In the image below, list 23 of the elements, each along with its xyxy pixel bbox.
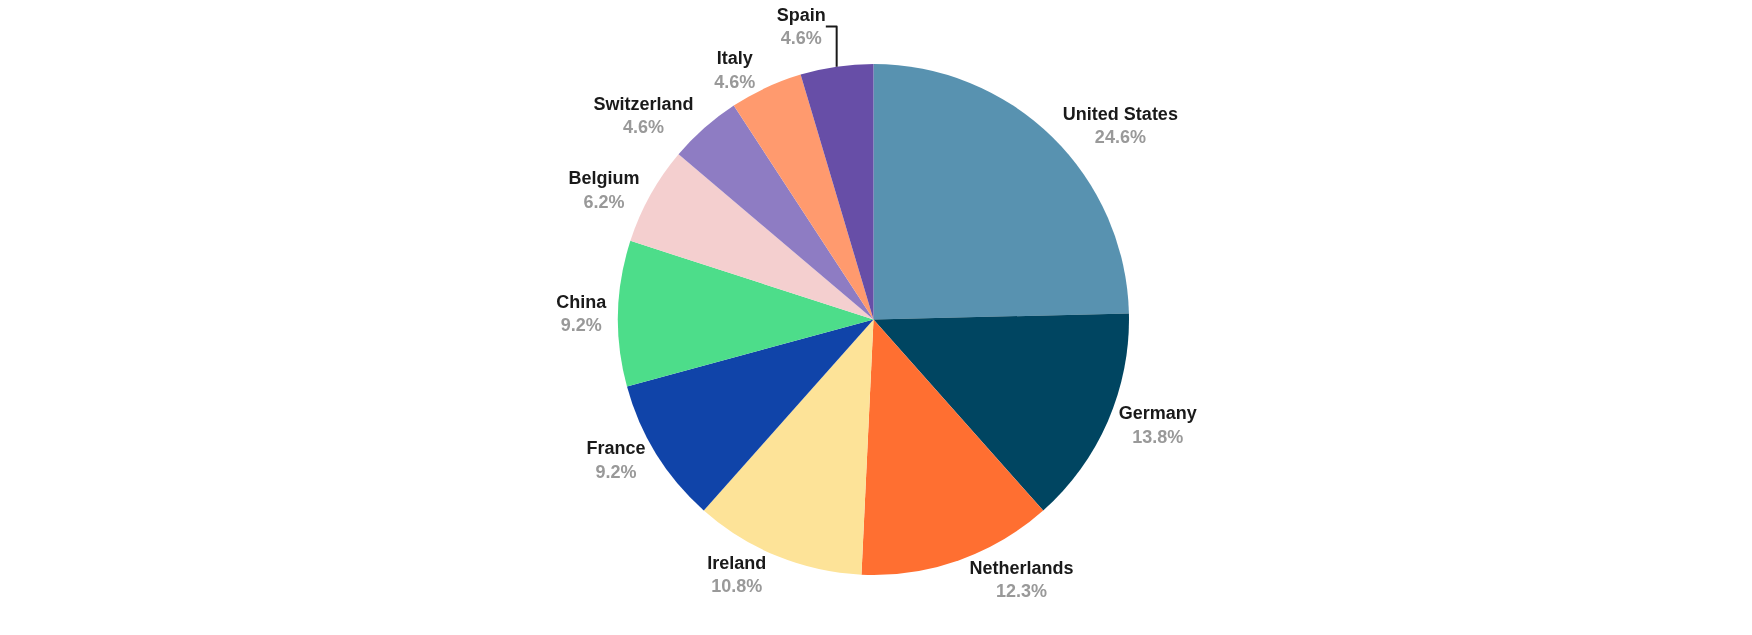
data-label: 9.2% bbox=[560, 315, 602, 336]
data-label: 4.6% bbox=[714, 71, 756, 92]
slice-label: China bbox=[556, 291, 608, 312]
data-label: 13.8% bbox=[1132, 426, 1184, 447]
data-label: 4.6% bbox=[780, 28, 822, 49]
slice-label: Switzerland bbox=[593, 94, 694, 115]
slice-label: Ireland bbox=[707, 553, 767, 574]
pie-slice bbox=[618, 240, 874, 387]
data-label: 10.8% bbox=[711, 576, 763, 597]
data-label: 12.3% bbox=[995, 581, 1048, 602]
slice-label: France bbox=[586, 438, 646, 459]
data-label: 9.2% bbox=[595, 461, 637, 482]
slice-label: United States bbox=[1062, 103, 1178, 124]
data-label: 6.2% bbox=[583, 191, 625, 212]
slice-label: Italy bbox=[716, 48, 753, 69]
data-label: 4.6% bbox=[623, 117, 665, 138]
slice-label: Netherlands bbox=[969, 558, 1074, 578]
slice-label: Spain bbox=[776, 4, 826, 25]
pie-slice bbox=[800, 64, 874, 320]
slice-label: Germany bbox=[1118, 403, 1197, 424]
slice-label: Belgium bbox=[568, 168, 640, 189]
data-label: 24.6% bbox=[1094, 127, 1146, 148]
pie-slice bbox=[703, 319, 874, 575]
